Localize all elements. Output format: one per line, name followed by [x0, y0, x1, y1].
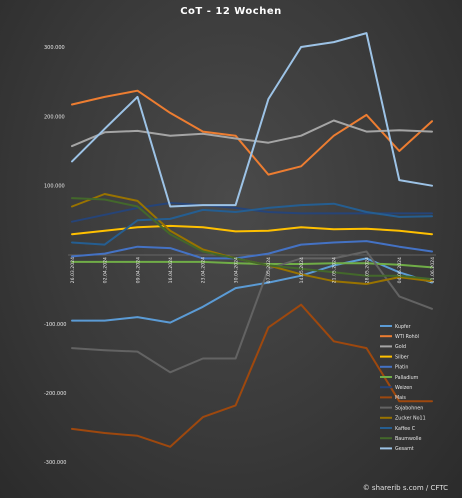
- x-tick-label: 11.06.2024: [430, 257, 436, 283]
- legend-label: Sojabohnen: [395, 405, 423, 411]
- series-line-platin: [71, 240, 433, 260]
- legend-label: Baumwolle: [395, 436, 421, 442]
- x-tick-label: 02.04.2024: [103, 257, 109, 283]
- legend-label: Gesamt: [395, 446, 414, 452]
- legend-label: Gold: [395, 344, 406, 350]
- series-lines: [71, 32, 433, 448]
- y-tick-label: -100.000: [44, 322, 66, 328]
- x-tick-label: 14.05.2024: [299, 257, 305, 283]
- legend-label: Palladium: [395, 375, 419, 381]
- series-line-palladium: [71, 260, 433, 269]
- series-line-weizen: [71, 202, 433, 223]
- legend-label: Zucker No11: [395, 416, 426, 422]
- series-line-wti-roh-l: [71, 89, 433, 176]
- series-line-gold: [71, 119, 433, 148]
- x-tick-label: 26.03.2024: [70, 257, 76, 283]
- x-tick-label: 07.05.2024: [266, 257, 272, 283]
- y-tick-label: 200.000: [44, 114, 65, 120]
- x-tick-label: 04.06.2024: [397, 257, 403, 283]
- series-line-zucker-no11: [71, 193, 433, 285]
- legend-label: Kaffee C: [395, 426, 416, 432]
- y-axis-ticks: 300.000 200.000 100.000 -100.000 -200.000 -30…: [44, 45, 66, 466]
- legend-label: Silber: [395, 354, 409, 360]
- x-axis-ticks: 26.03.2024 02.04.2024 09.04.2024 16.04.2024…: [70, 257, 436, 283]
- series-line-sojabohnen: [71, 250, 433, 374]
- chart-title: CoT - 12 Wochen: [180, 6, 282, 17]
- x-tick-label: 21.05.2024: [332, 257, 338, 283]
- x-tick-label: 23.04.2024: [201, 257, 207, 283]
- series-line-kaffee-c: [71, 202, 433, 246]
- source-credit: © sharerib s.com / CFTC: [362, 484, 448, 492]
- legend: Kupfer WTI Rohöl Gold Silber Platin Palladium…: [380, 324, 426, 452]
- legend-label: WTI Rohöl: [395, 334, 419, 340]
- series-line-kupfer: [71, 257, 433, 324]
- series-line-silber: [71, 224, 433, 236]
- legend-label: Kupfer: [395, 324, 411, 330]
- y-tick-label: -200.000: [44, 391, 66, 397]
- legend-label: Platin: [395, 365, 408, 371]
- series-line-baumwolle: [71, 197, 433, 281]
- y-tick-label: 300.000: [44, 45, 65, 51]
- y-tick-label: 100.000: [44, 184, 65, 190]
- series-line-mais: [71, 303, 433, 448]
- x-tick-label: 28.05.2024: [364, 257, 370, 283]
- legend-label: Weizen: [395, 385, 412, 391]
- x-tick-label: 30.04.2024: [233, 257, 239, 283]
- y-tick-label: -300.000: [44, 460, 66, 466]
- legend-label: Mais: [395, 395, 406, 401]
- x-tick-label: 16.04.2024: [168, 257, 174, 283]
- series-line-gesamt: [71, 32, 433, 208]
- x-tick-label: 09.04.2024: [135, 257, 141, 283]
